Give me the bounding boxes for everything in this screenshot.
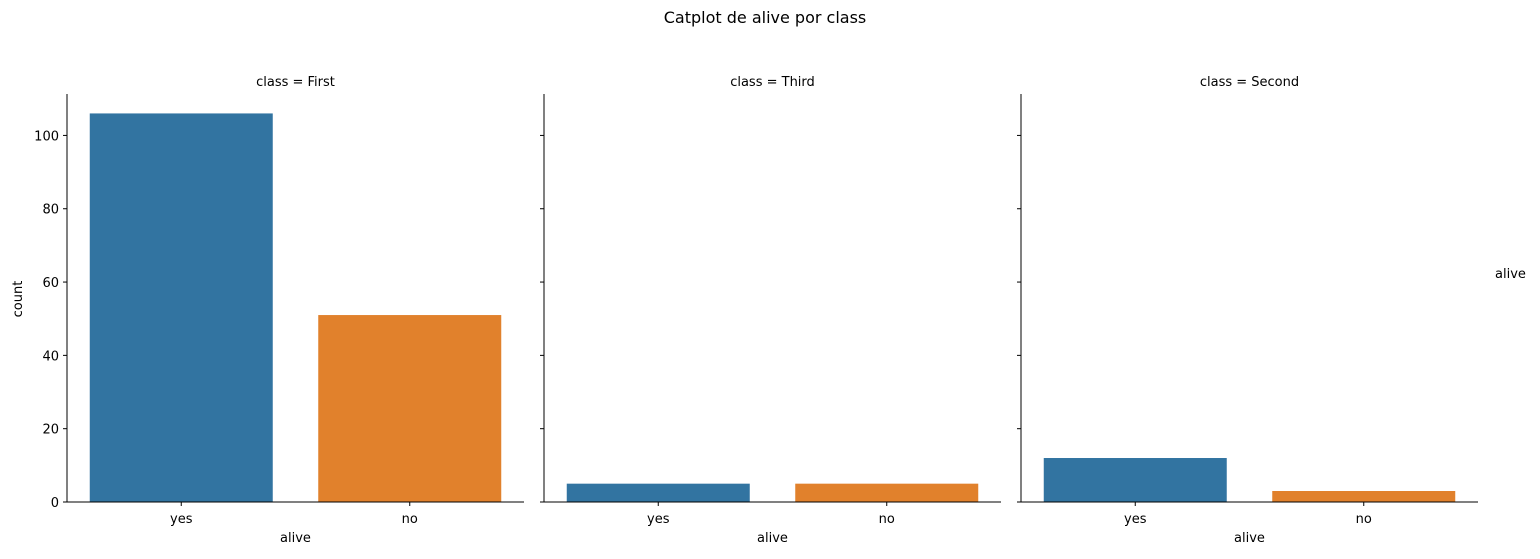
x-axis-label: alive [757,531,788,546]
legend-title: alive [1495,267,1526,282]
x-tick-label: yes [1124,512,1147,527]
bar-no [795,483,979,502]
bar-yes [566,483,750,502]
bar-no [318,315,502,502]
x-axis-label: alive [1234,531,1265,546]
x-tick-label: no [879,512,895,527]
y-tick-label: 80 [42,203,59,218]
y-tick-label: 0 [51,496,59,511]
facet-panel: class = Third yes no alive [540,75,1001,546]
facet-title: class = Third [730,75,815,90]
bar-yes [1043,458,1227,502]
facet-panel: class = First yes no 0 20 40 60 80 100 alive [34,75,524,546]
bar-no [1272,491,1456,502]
y-tick-label: 20 [42,423,59,438]
chart-title: Catplot de alive por class [664,8,867,27]
x-axis-label: alive [280,531,311,546]
x-tick-label: yes [647,512,670,527]
facet-panel: class = Second yes no alive [1017,75,1478,546]
y-tick-label: 40 [42,349,59,364]
facet-title: class = First [256,75,335,90]
x-tick-label: yes [170,512,193,527]
y-tick-label: 100 [34,129,59,144]
y-tick-label: 60 [42,276,59,291]
y-axis-label: count [11,281,26,318]
facet-title: class = Second [1200,75,1299,90]
x-tick-label: no [402,512,418,527]
x-tick-label: no [1356,512,1372,527]
bar-yes [89,113,273,503]
